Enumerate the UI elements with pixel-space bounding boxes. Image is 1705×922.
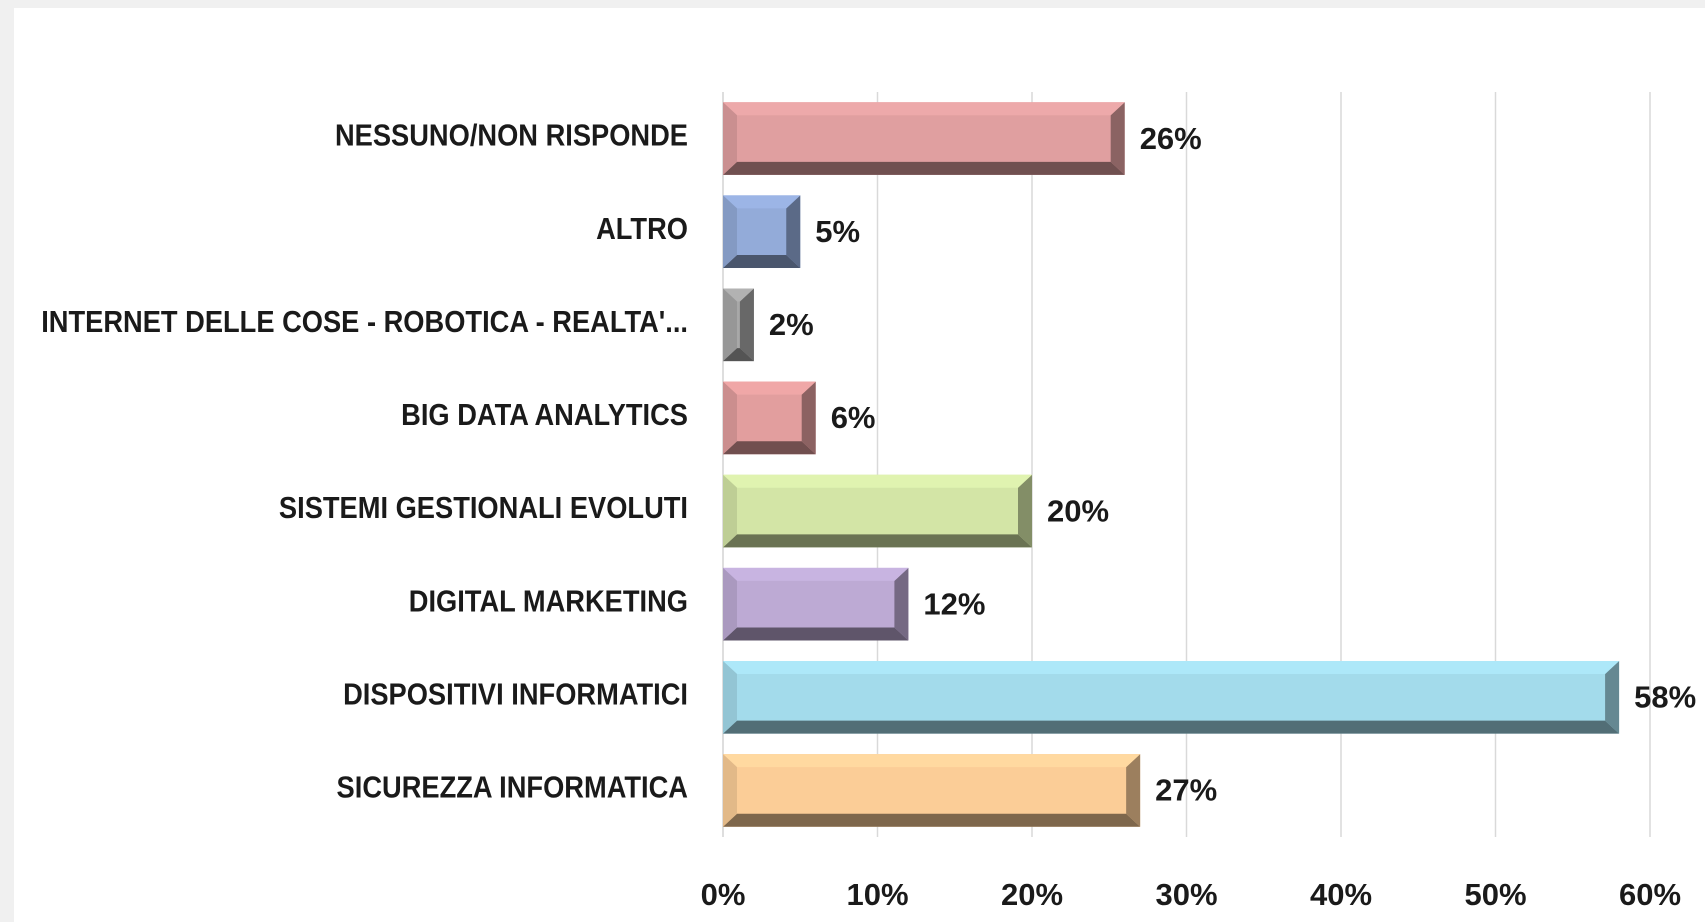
x-tick-label: 30% [1155, 877, 1217, 912]
bar-bevel [723, 381, 737, 455]
data-label: 5% [815, 214, 860, 249]
bar-bevel [723, 348, 754, 362]
x-tick-label: 0% [701, 877, 746, 912]
bar-bevel [723, 255, 801, 269]
y-tick-label: NESSUNO/NON RISPONDE [335, 119, 688, 153]
y-tick-label: SISTEMI GESTIONALI EVOLUTI [279, 492, 688, 526]
bar-bevel [723, 102, 1125, 116]
bar-bevel [1126, 754, 1141, 827]
data-label: 6% [831, 400, 876, 435]
bar-bevel [723, 195, 737, 269]
x-tick-label: 10% [846, 877, 908, 912]
bar-bevel [723, 195, 801, 209]
bar-bevel [723, 381, 816, 395]
y-tick-label: DISPOSITIVI INFORMATICI [343, 678, 688, 712]
x-tick-label: 60% [1619, 877, 1681, 912]
bar-bevel [723, 567, 909, 581]
bar-bevel [723, 813, 1141, 827]
bar-bevel [723, 102, 737, 175]
bar-bevel [723, 474, 737, 548]
x-tick-label: 40% [1310, 877, 1372, 912]
y-tick-label: INTERNET DELLE COSE - ROBOTICA - REALTA'… [41, 305, 688, 339]
bar-bevel [723, 660, 1620, 674]
bar-bevel [723, 161, 1125, 175]
y-tick-label: ALTRO [596, 212, 688, 246]
bar-bevel [723, 720, 1620, 734]
y-tick-label: BIG DATA ANALYTICS [401, 399, 688, 433]
bar-bevel [723, 441, 816, 455]
x-tick-label: 20% [1001, 877, 1063, 912]
data-label: 12% [923, 586, 985, 621]
data-label: 58% [1634, 680, 1696, 715]
bar-bevel [1605, 660, 1620, 734]
y-tick-label: DIGITAL MARKETING [409, 585, 688, 619]
bar-bevel [894, 567, 909, 641]
bar-bevel [723, 288, 737, 362]
bar-bevel [723, 567, 737, 641]
bar-bevel [739, 288, 754, 362]
bar-bevel [723, 660, 737, 734]
data-label: 27% [1155, 773, 1217, 808]
bar-bevel [1110, 102, 1125, 175]
data-label: 20% [1047, 493, 1109, 528]
bar-bevel [786, 195, 801, 269]
bar-bevel [1018, 474, 1032, 548]
bar-bevel [723, 288, 754, 302]
x-tick-label: 50% [1464, 877, 1526, 912]
data-label: 26% [1140, 121, 1202, 156]
bar-bevel [723, 627, 909, 641]
bar-bevel [723, 754, 1141, 768]
bar-bevel [801, 381, 816, 455]
bar-bevel [723, 474, 1032, 488]
bar-bevel [723, 534, 1032, 548]
data-label: 2% [769, 307, 814, 342]
y-tick-label: SICUREZZA INFORMATICA [337, 771, 688, 805]
bar-bevel [723, 754, 737, 827]
